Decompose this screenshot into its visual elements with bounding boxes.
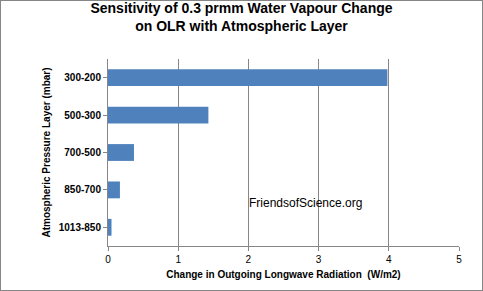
svg-text:3: 3 xyxy=(316,254,322,265)
svg-text:4: 4 xyxy=(386,254,392,265)
svg-text:500-300: 500-300 xyxy=(64,110,101,121)
svg-text:5: 5 xyxy=(456,254,462,265)
svg-text:FriendsofScience.org: FriendsofScience.org xyxy=(249,196,362,210)
svg-text:0: 0 xyxy=(105,254,111,265)
svg-text:Sensitivity of 0.3 prmm Water: Sensitivity of 0.3 prmm Water Vapour Cha… xyxy=(90,1,392,34)
svg-text:300-200: 300-200 xyxy=(64,72,101,83)
svg-text:850-700: 850-700 xyxy=(64,184,101,195)
svg-text:Atmospheric Pressure Layer (mb: Atmospheric Pressure Layer (mbar) xyxy=(41,67,52,237)
svg-text:Change in Outgoing Longwave Ra: Change in Outgoing Longwave Radiation (W… xyxy=(166,269,400,280)
svg-text:700-500: 700-500 xyxy=(64,147,101,158)
svg-text:1013-850: 1013-850 xyxy=(59,222,102,233)
svg-text:1: 1 xyxy=(175,254,181,265)
svg-text:2: 2 xyxy=(246,254,252,265)
